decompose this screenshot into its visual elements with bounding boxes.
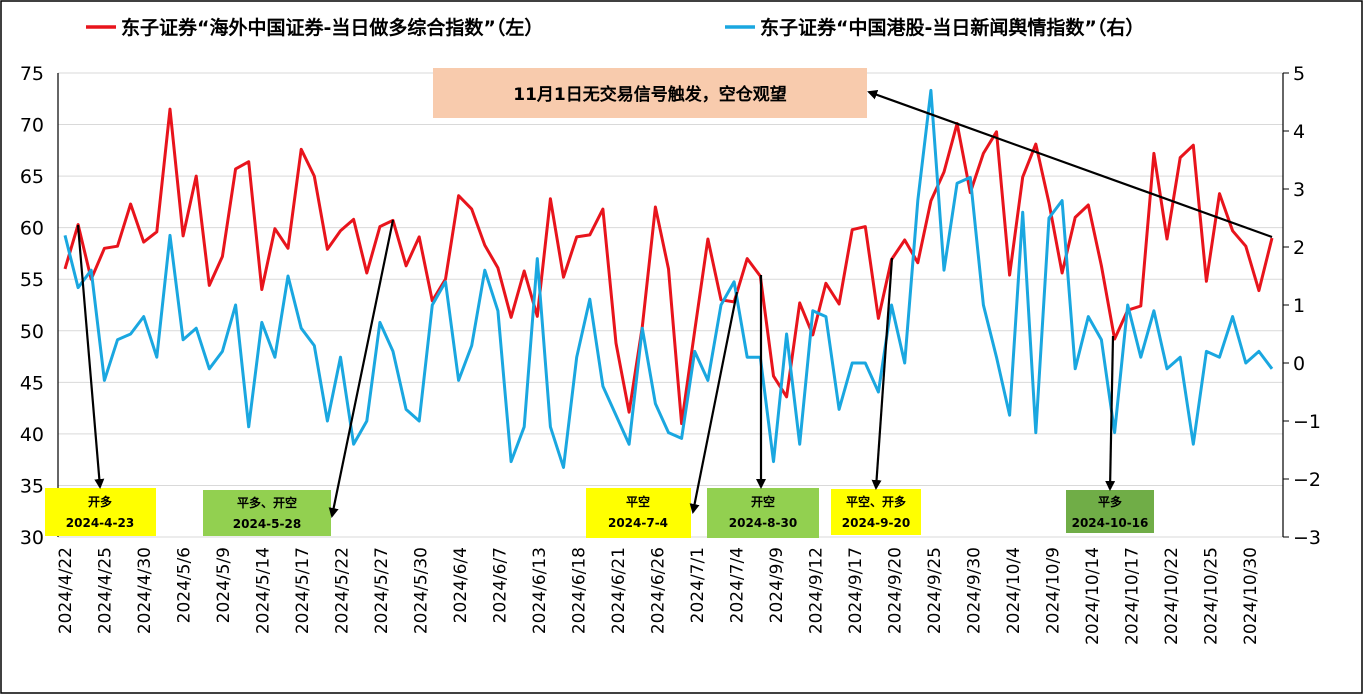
signal-box-3-date: 2024-7-4 (608, 516, 668, 530)
x-tick-label: 2024/10/14 (1083, 547, 1103, 645)
signal-box-5-date: 2024-9-20 (842, 516, 910, 530)
signal-box-1-label: 开多 (88, 494, 112, 509)
y-left-tick-label: 55 (20, 269, 44, 291)
signal-box-5-label: 平空、开多 (846, 494, 906, 509)
x-tick-label: 2024/9/9 (767, 547, 787, 623)
y-right-tick-label: 2 (1293, 237, 1305, 259)
series-line-sentiment-index (63, 88, 1274, 469)
y-left-tick-label: 70 (20, 115, 44, 137)
y-right-tick-label: −1 (1293, 411, 1321, 433)
y-left-tick-label: 45 (20, 372, 44, 394)
signal-box-2-label: 平多、开空 (237, 495, 297, 510)
x-tick-label: 2024/10/17 (1123, 547, 1143, 645)
callout-text: 11月1日无交易信号触发，空仓观望 (513, 84, 787, 105)
y-right-tick-label: 5 (1293, 63, 1305, 85)
signal-box-2: 平多、开空 2024-5-28 (203, 490, 331, 536)
x-tick-label: 2024/5/27 (372, 547, 392, 634)
x-tick-label: 2024/9/25 (925, 547, 945, 634)
arrow-signal-6 (1105, 335, 1116, 491)
series-line-long-index (63, 107, 1274, 426)
x-tick-label: 2024/10/4 (1004, 547, 1024, 634)
signal-box-5-bg (831, 489, 921, 535)
signal-box-1: 开多 2024-4-23 (45, 488, 156, 536)
x-tick-label: 2024/6/18 (570, 547, 590, 634)
signal-box-3-label: 平空 (626, 494, 650, 509)
signal-box-6-date: 2024-10-16 (1072, 516, 1149, 530)
signal-box-3-bg (586, 488, 691, 538)
x-tick-label: 2024/10/25 (1202, 547, 1222, 645)
y-right-tick-label: −2 (1293, 469, 1321, 491)
x-tick-label: 2024/6/4 (451, 547, 471, 623)
x-tick-label: 2024/4/30 (135, 547, 155, 634)
signal-box-1-date: 2024-4-23 (66, 516, 134, 530)
signal-box-4-label: 开空 (751, 494, 775, 509)
y-left-tick-label: 65 (20, 166, 44, 188)
arrow-signal-1 (76, 224, 105, 489)
y-right-tick-label: 1 (1293, 295, 1305, 317)
x-tick-label: 2024/5/14 (254, 547, 274, 634)
x-tick-label: 2024/7/1 (688, 547, 708, 623)
legend-label-right-series: 东子证券“中国港股-当日新闻舆情指数”（右） (760, 16, 1144, 39)
signal-box-6: 平多 2024-10-16 (1066, 490, 1154, 533)
y-left-tick-label: 60 (20, 218, 44, 240)
y-right-tick-label: 4 (1293, 121, 1305, 143)
x-tick-label: 2024/7/4 (728, 547, 748, 623)
y-left-tick-label: 35 (20, 475, 44, 497)
x-tick-label: 2024/5/9 (214, 547, 234, 623)
arrow-callout (867, 90, 1273, 239)
signal-box-2-date: 2024-5-28 (233, 517, 301, 531)
signal-box-3: 平空 2024-7-4 (586, 488, 691, 538)
x-tick-label: 2024/6/13 (530, 547, 550, 634)
y-right-tick-label: −3 (1293, 527, 1321, 549)
x-tick-label: 2024/9/30 (965, 547, 985, 634)
x-tick-label: 2024/9/12 (807, 547, 827, 634)
x-tick-label: 2024/6/21 (609, 547, 629, 634)
signal-box-6-bg (1066, 490, 1154, 533)
y-left-tick-label: 50 (20, 321, 44, 343)
x-tick-label: 2024/10/9 (1044, 547, 1064, 634)
arrow-signal-2 (328, 219, 395, 518)
x-tick-label: 2024/5/6 (175, 547, 195, 623)
x-tick-label: 2024/9/17 (846, 547, 866, 634)
y-right-tick-label: 0 (1293, 353, 1305, 375)
callout-box-bg (433, 68, 867, 118)
plot-series (63, 88, 1274, 469)
y-right-tick-label: 3 (1293, 179, 1305, 201)
legend: 东子证券“海外中国证券-当日做多综合指数”（左） 东子证券“中国港股-当日新闻舆… (86, 16, 1144, 39)
signal-box-4-bg (707, 488, 819, 538)
x-tick-label: 2024/10/30 (1241, 547, 1261, 645)
x-tick-label: 2024/6/26 (649, 547, 669, 634)
y-left-tick-label: 40 (20, 424, 44, 446)
arrow-signal-3 (689, 291, 739, 514)
x-tick-label: 2024/4/25 (96, 547, 116, 634)
x-tick-label: 2024/5/22 (333, 547, 353, 634)
legend-label-left-series: 东子证券“海外中国证券-当日做多综合指数”（左） (121, 16, 543, 39)
signal-box-6-label: 平多 (1098, 494, 1122, 509)
x-tick-label: 2024/5/17 (293, 547, 313, 634)
y-left-tick-label: 30 (20, 527, 44, 549)
x-axis: 2024/4/22 2024/4/25 2024/4/30 2024/5/6 2024/… (56, 547, 1261, 645)
x-tick-label: 2024/4/22 (56, 547, 76, 634)
signal-box-1-bg (45, 488, 156, 536)
y-axis-left: 30 35 40 45 50 55 60 65 70 75 (20, 63, 59, 549)
callout-box: 11月1日无交易信号触发，空仓观望 (433, 68, 867, 118)
signal-box-4-date: 2024-8-30 (729, 516, 797, 530)
y-axis-right: −3 −2 −1 0 1 2 3 4 5 (1282, 63, 1321, 549)
signal-box-4: 开空 2024-8-30 (707, 488, 819, 538)
signal-box-5: 平空、开多 2024-9-20 (831, 489, 921, 535)
x-tick-label: 2024/5/30 (412, 547, 432, 634)
x-tick-label: 2024/6/7 (491, 547, 511, 623)
arrow-signal-5 (871, 257, 894, 490)
x-tick-label: 2024/10/22 (1162, 547, 1182, 645)
signal-box-2-bg (203, 490, 331, 536)
y-left-tick-label: 75 (20, 63, 44, 85)
x-tick-label: 2024/9/20 (886, 547, 906, 634)
